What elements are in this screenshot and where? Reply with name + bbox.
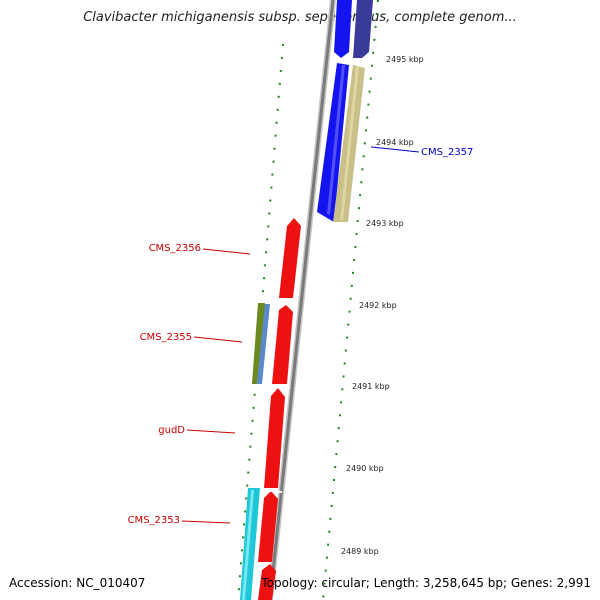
tick-label-2490: 2490 kbp [346,464,384,473]
tick-label-2493: 2493 kbp [366,219,404,228]
tick-label-2489: 2489 kbp [341,547,379,556]
topology-text: Topology: circular; Length: 3,258,645 bp… [261,576,591,590]
gene-label-cms2353[interactable]: CMS_2353 [128,515,180,526]
gene-cds-top-blue[interactable] [334,0,352,58]
gene-cds-top-darkblue[interactable] [353,0,373,58]
gene-label-cms2355[interactable]: CMS_2355 [140,332,192,343]
gene-bottom-red[interactable] [258,564,276,600]
label-leaders [181,146,420,524]
gene-cms2357-feature[interactable] [317,63,349,222]
tick-label-2492: 2492 kbp [359,301,397,310]
outer-ruler [237,43,284,600]
gene-label-cms2356[interactable]: CMS_2356 [149,243,201,254]
gene-cms2355[interactable] [252,303,293,384]
backbone [267,0,336,600]
gene-cms2357-khaki[interactable] [333,65,365,222]
tick-label-2495: 2495 kbp [386,55,424,64]
map-title: Clavibacter michiganensis subsp. sepedon… [83,10,517,25]
gene-gudD[interactable] [264,388,285,488]
gene-label-gudD[interactable]: gudD [158,425,185,436]
gene-cms2353[interactable] [240,488,278,600]
feature-gaps [259,299,299,493]
tick-label-2494: 2494 kbp [376,138,414,147]
gene-label-cms2357[interactable]: CMS_2357 [421,147,473,158]
gene-cms2356[interactable] [279,218,301,298]
tick-label-2491: 2491 kbp [352,382,390,391]
accession-text: Accession: NC_010407 [9,576,146,590]
